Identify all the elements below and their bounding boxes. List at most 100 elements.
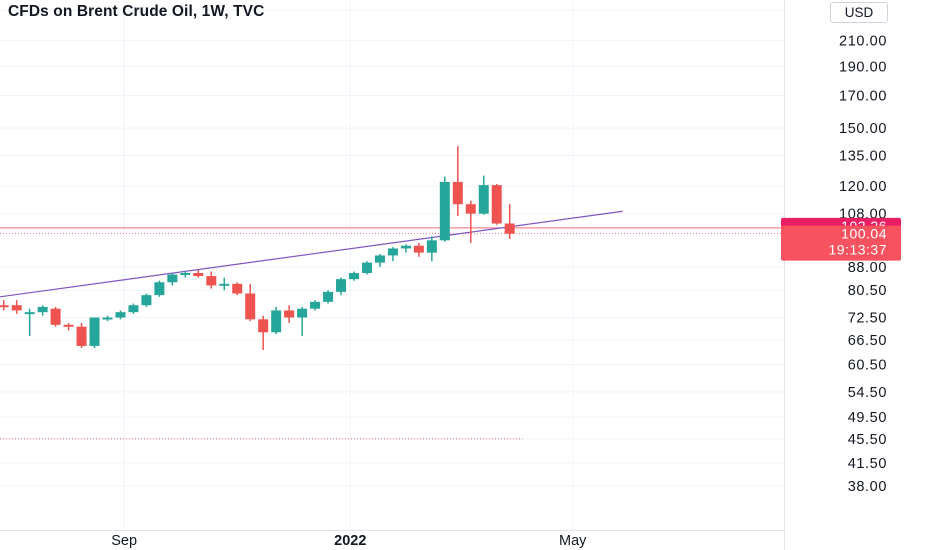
currency-button[interactable]: USD	[830, 2, 888, 23]
candle-body	[128, 305, 139, 313]
y-tick-label: 72.50	[848, 311, 887, 327]
candle	[232, 282, 243, 296]
candle-body	[491, 185, 502, 224]
candle-body	[271, 310, 282, 333]
grid-lines	[0, 0, 784, 530]
candle-body	[50, 308, 61, 325]
candle	[400, 244, 411, 253]
candle-body	[504, 223, 515, 234]
candle-body	[361, 262, 372, 274]
candle	[167, 273, 178, 286]
candle	[336, 277, 347, 296]
y-tick-label: 190.00	[839, 59, 887, 75]
candle-body	[115, 312, 126, 318]
candle-body	[297, 308, 308, 318]
candle	[76, 322, 87, 348]
candle	[465, 200, 476, 244]
candle	[219, 277, 230, 291]
y-tick-label: 88.00	[848, 260, 887, 276]
candles-layer	[0, 146, 515, 351]
candle-body	[37, 306, 48, 313]
candle	[141, 293, 152, 307]
candle-body	[63, 324, 74, 327]
candle	[323, 290, 334, 304]
candle-body	[11, 305, 22, 311]
candle-body	[413, 245, 424, 253]
candle-body	[245, 293, 256, 320]
candle	[245, 283, 256, 322]
candle-body	[387, 248, 398, 256]
candle	[193, 270, 204, 278]
candle	[0, 300, 9, 311]
y-tick-label: 120.00	[839, 179, 887, 195]
candle-body	[154, 282, 165, 296]
y-tick-label: 210.00	[839, 33, 887, 49]
candle	[361, 261, 372, 275]
candle-body	[349, 273, 360, 280]
candle	[387, 247, 398, 262]
candle-body	[310, 301, 321, 309]
candle	[11, 300, 22, 314]
x-tick-label: May	[559, 533, 587, 549]
y-tick-label: 66.50	[848, 333, 887, 349]
y-tick-label: 54.50	[848, 385, 887, 401]
candle-body	[206, 276, 217, 286]
horizontal-lines	[0, 227, 784, 440]
candle	[37, 305, 48, 316]
candle-body	[180, 273, 191, 276]
candle	[128, 303, 139, 314]
candle-body	[219, 283, 230, 286]
candle-body	[76, 326, 87, 346]
trendline[interactable]	[0, 210, 623, 298]
candle-body	[167, 274, 178, 283]
candle	[349, 271, 360, 281]
candle-body	[426, 240, 437, 253]
candle	[297, 306, 308, 337]
candle	[310, 300, 321, 311]
y-tick-label: 38.00	[848, 479, 887, 495]
candle-body	[323, 291, 334, 302]
candle-body	[374, 255, 385, 263]
candle	[439, 176, 450, 242]
candle	[452, 146, 463, 217]
y-tick-label: 49.50	[848, 410, 887, 426]
candle	[180, 271, 191, 278]
candle-body	[193, 273, 204, 277]
candle-body	[258, 319, 269, 333]
candle	[284, 305, 295, 323]
candle-body	[0, 305, 9, 308]
candle	[206, 271, 217, 289]
candle	[374, 254, 385, 268]
price-tag	[781, 225, 901, 261]
candle-body	[336, 279, 347, 292]
y-tick-label: 45.50	[848, 432, 887, 448]
x-axis-ticks: Sep 2022 May	[111, 533, 587, 549]
axes-layer	[0, 0, 785, 550]
chart-title: CFDs on Brent Crude Oil, 1W, TVC	[8, 3, 265, 20]
candle	[478, 175, 489, 215]
x-tick-label: 2022	[334, 533, 366, 549]
candle-body	[465, 204, 476, 214]
y-tick-label: 135.00	[839, 149, 887, 165]
candle	[504, 204, 515, 239]
candle	[491, 184, 502, 225]
candle	[50, 306, 61, 327]
price-tag-label: 100.04	[841, 226, 887, 242]
candle	[154, 280, 165, 297]
y-tick-label: 170.00	[839, 88, 887, 104]
price-tag-label: 19:13:37	[829, 242, 888, 258]
candle-body	[102, 317, 113, 320]
candle	[102, 315, 113, 322]
candle-body	[141, 295, 152, 306]
x-tick-label: Sep	[111, 533, 137, 549]
candle-body	[24, 312, 35, 315]
candle	[63, 322, 74, 331]
candle-body	[400, 245, 411, 249]
candle	[258, 315, 269, 351]
y-tick-label: 60.50	[848, 358, 887, 374]
candle	[89, 317, 100, 348]
y-axis-ticks: 23210.00190.00170.00150.00135.00120.0010…	[839, 3, 887, 495]
trendline-layer[interactable]	[0, 210, 623, 298]
